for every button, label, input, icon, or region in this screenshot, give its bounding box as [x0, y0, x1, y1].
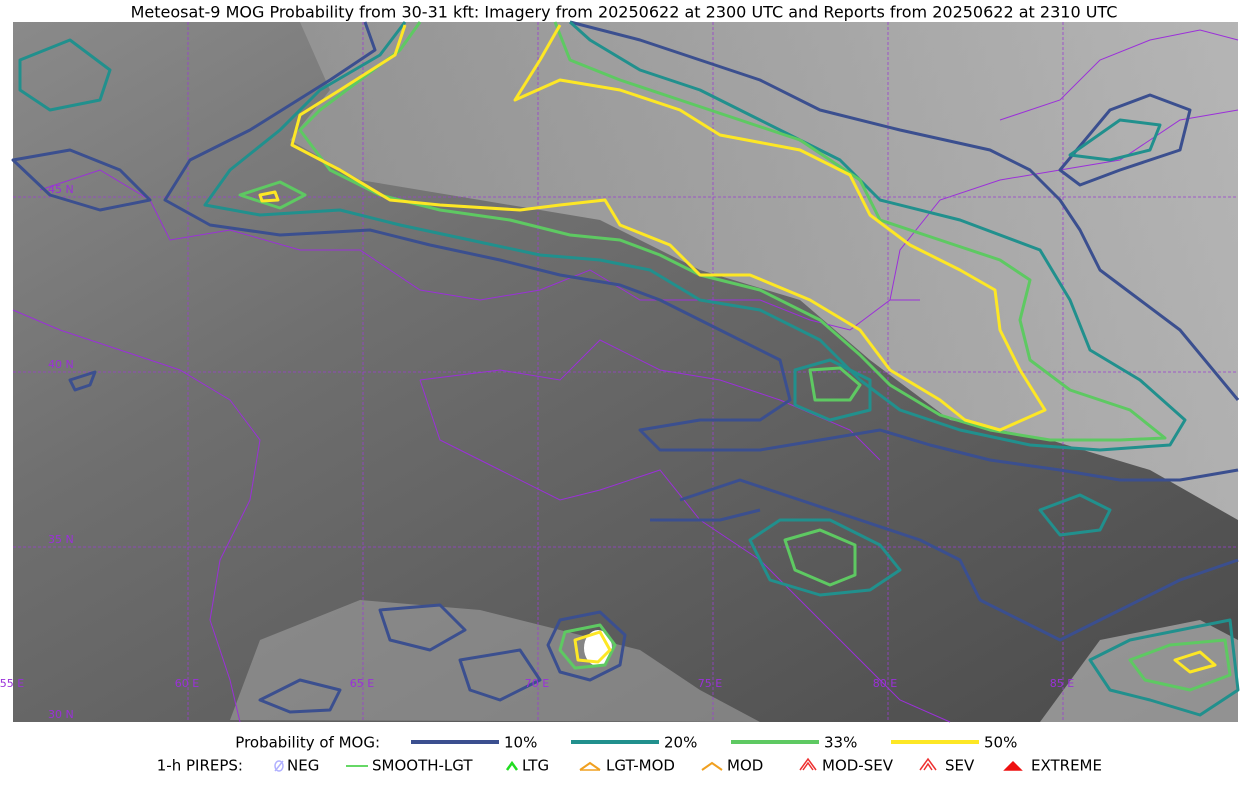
lon-label: 85 E [1050, 677, 1074, 690]
legend-label: SEV [945, 757, 975, 775]
legend-label: 33% [824, 734, 857, 752]
legend-title: 1-h PIREPS: [157, 757, 243, 775]
legend-label: MOD [727, 757, 763, 775]
lon-label: 80 E [873, 677, 897, 690]
legend-label: LTG [522, 757, 549, 775]
legend-label: 20% [664, 734, 697, 752]
legend-title: Probability of MOG: [235, 734, 380, 752]
legend: Probability of MOG: 1-h PIREPS: 10% 20% 33… [157, 734, 1102, 775]
legend-label: SMOOTH-LGT [372, 757, 473, 775]
lon-label: 60 E [175, 677, 199, 690]
lon-label: 75 E [698, 677, 722, 690]
lon-label: 70 E [525, 677, 549, 690]
lat-label: 35 N [48, 533, 74, 546]
lat-label: 40 N [48, 358, 74, 371]
title: Meteosat-9 MOG Probability from 30-31 kf… [131, 3, 1118, 22]
graticule [13, 22, 1238, 722]
pirep-icons [274, 757, 1023, 772]
legend-label: 50% [984, 734, 1017, 752]
legend-label: MOD-SEV [822, 757, 894, 775]
legend-label: EXTREME [1031, 757, 1102, 775]
graticule-labels: 45 N 40 N 35 N 30 N 55 E 60 E 65 E 70 E 75 E 80 E… [0, 183, 1074, 721]
lat-label: 30 N [48, 708, 74, 721]
contours [11, 20, 1240, 717]
lat-label: 45 N [48, 183, 74, 196]
legend-label: 10% [504, 734, 537, 752]
lon-label: 65 E [350, 677, 374, 690]
legend-label: LGT-MOD [606, 757, 675, 775]
lon-label: 55 E [0, 677, 24, 690]
legend-label: NEG [287, 757, 319, 775]
